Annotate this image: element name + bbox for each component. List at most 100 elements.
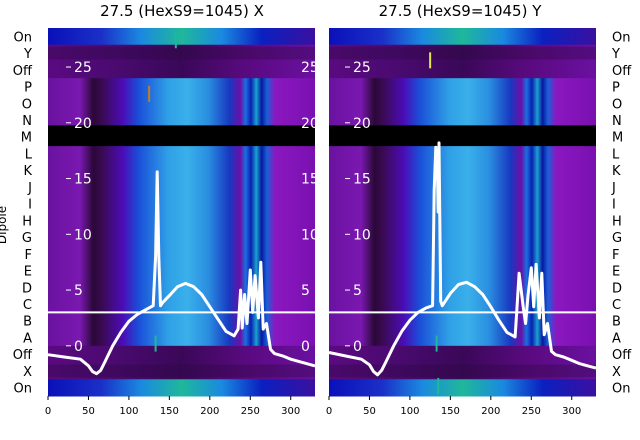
category-label: Off [13,348,33,363]
inner-y-tick-label: 15 [74,172,92,188]
heatmap-row [329,78,596,96]
heatmap-row [48,94,315,113]
category-label: X [23,365,32,380]
heatmap-row [329,245,596,263]
heatmap-row [329,61,596,79]
chart-title-x: 27.5 (HexS9=1045) X [100,2,264,20]
heatmap-row [48,379,315,397]
heatmap-row [48,212,315,230]
heatmap-mark [429,52,432,69]
category-label: K [612,164,621,179]
category-label: Off [612,64,632,79]
heatmap-row [329,345,596,364]
category-label: X [612,365,621,380]
category-label: A [23,331,32,346]
heatmap-row [329,44,596,62]
category-label: Y [611,47,620,62]
category-label: B [23,315,32,330]
category-label: On [14,30,32,45]
heatmap-row [48,178,315,196]
heatmap-row-shade [329,46,596,60]
category-label: On [612,382,630,397]
category-label: N [22,114,32,129]
category-label: L [25,147,33,162]
heatmap-row [48,228,315,246]
heatmap-row [329,362,596,380]
heatmap-row [48,295,315,313]
x-tick-label: 250 [522,406,541,417]
x-tick-label: 250 [241,406,260,417]
category-label: On [14,382,32,397]
masked-row [329,125,596,147]
inner-y-tick-label: 0 [74,339,83,355]
x-tick-label: 200 [481,406,500,417]
heatmap-mark [437,377,440,394]
category-label: I [612,198,616,213]
category-label: F [612,248,619,263]
inner-y-tick-label-right: 25 [301,60,319,76]
x-tick-label: 50 [82,406,95,417]
y-axis-label: Dipole [0,206,9,244]
heatmap-row [329,212,596,230]
heatmap-row [48,245,315,263]
category-label: H [22,214,32,229]
heatmap-row [48,28,315,46]
x-tick-label: 100 [119,406,138,417]
category-label: E [612,265,620,280]
category-label: N [612,114,622,129]
category-label: M [21,131,32,146]
inner-y-tick-label-right: 15 [301,172,319,188]
heatmap-row [48,111,315,129]
category-label: P [24,81,32,96]
category-label: B [612,315,621,330]
category-label: K [23,164,32,179]
heatmap-mark [174,32,177,49]
heatmap-row-shade [48,46,315,60]
heatmap-row [48,44,315,62]
heatmap-row [48,195,315,213]
x-tick-label: 300 [281,406,300,417]
heatmap-row [329,262,596,280]
heatmap-row [329,161,596,180]
heatmap-row [329,195,596,213]
category-label: D [22,281,32,296]
heatmap-row [329,379,596,397]
category-label: C [612,298,621,313]
inner-y-tick-label: 10 [353,227,371,243]
heatmap-row [329,312,596,330]
heatmap-row [48,61,315,79]
x-tick-label: 150 [160,406,179,417]
inner-y-tick-label: 5 [74,283,83,299]
heatmap-row [48,362,315,380]
x-tick-label: 0 [45,406,51,417]
category-label: Off [13,64,33,79]
category-label: E [24,265,32,280]
category-label: I [28,198,32,213]
heatmap-mark [148,85,151,102]
category-label: C [23,298,32,313]
inner-y-tick-label-right: 20 [301,116,319,132]
category-label: J [611,181,616,196]
chart-panel-x: 05101520250510152025OnYOffPONMLKJIHGFEDC… [13,28,319,417]
inner-y-tick-label: 10 [74,227,92,243]
category-label: H [612,214,622,229]
category-label: A [612,331,621,346]
heatmap-row [48,312,315,330]
category-label: M [612,131,623,146]
category-label: G [612,231,622,246]
heatmap-mark [154,335,157,352]
heatmap-row [48,262,315,280]
chart-title-y: 27.5 (HexS9=1045) Y [379,2,543,20]
inner-y-tick-label: 20 [353,116,371,132]
x-tick-label: 150 [441,406,460,417]
series-line [328,141,597,377]
heatmap-row [329,28,596,46]
inner-y-tick-label-right: 10 [301,227,319,243]
category-label: L [612,147,620,162]
inner-y-tick-label: 25 [74,60,92,76]
category-label: O [22,97,32,112]
heatmap-row [48,145,315,163]
heatmap-row [329,329,596,347]
inner-y-tick-label: 20 [74,116,92,132]
